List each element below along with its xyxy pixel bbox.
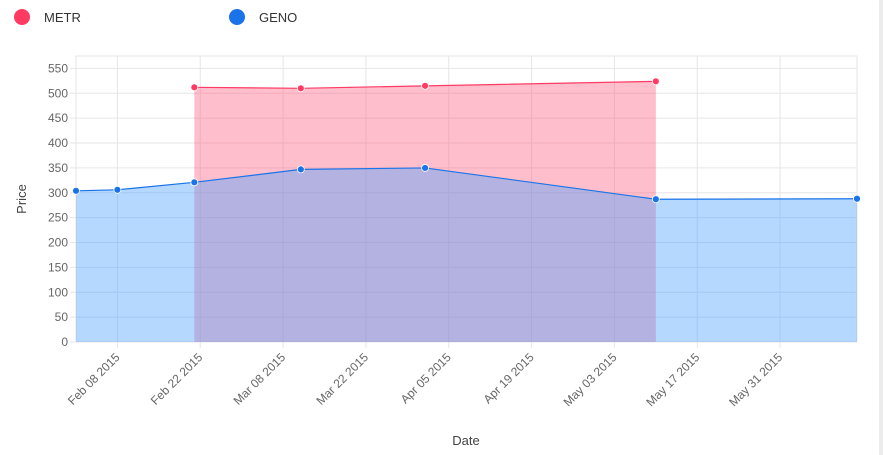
legend-item-metr: METR [14, 9, 81, 25]
y-tick-label: 400 [48, 136, 68, 150]
data-point-geno [651, 195, 660, 204]
data-point-geno [113, 185, 122, 194]
x-tick-label: Feb 22 2015 [148, 350, 206, 408]
legend: METR GENO [14, 9, 297, 25]
y-tick-label: 100 [48, 285, 68, 299]
series-area-geno [76, 167, 857, 342]
y-tick-label: 550 [48, 61, 68, 75]
x-tick-label: Feb 08 2015 [65, 350, 123, 408]
data-point-metr [651, 77, 660, 86]
x-tick-label: Mar 22 2015 [313, 350, 371, 408]
y-tick-label: 150 [48, 260, 68, 274]
y-tick-label: 450 [48, 111, 68, 125]
grid-lines [70, 55, 858, 348]
x-tick-label: May 31 2015 [726, 350, 785, 409]
x-tick-label: Apr 19 2015 [481, 350, 537, 406]
series-line-metr [194, 80, 656, 89]
series-areas [76, 81, 857, 343]
y-tick-label: 0 [61, 335, 68, 349]
data-point-geno [421, 164, 429, 172]
data-point-metr [421, 81, 429, 90]
x-tick-label: Apr 05 2015 [398, 350, 454, 406]
legend-label-metr: METR [44, 10, 81, 25]
y-axis-title: Price [14, 184, 29, 214]
data-point-geno [190, 178, 199, 187]
x-axis-title: Date [452, 433, 479, 448]
legend-marker-geno [229, 9, 245, 25]
y-tick-label: 250 [48, 211, 68, 225]
y-tick-label: 50 [55, 310, 69, 324]
y-axis: 0 50 100 150 200 250 300 350 400 450 500 550 [48, 61, 68, 349]
data-point-metr [190, 83, 199, 92]
x-tick-label: May 03 2015 [561, 350, 620, 409]
x-tick-label: Mar 08 2015 [231, 350, 289, 408]
y-tick-label: 350 [48, 161, 68, 175]
data-point-geno [72, 186, 80, 195]
data-point-metr [296, 84, 305, 93]
series-area-metr [194, 81, 656, 343]
y-tick-label: 200 [48, 236, 68, 250]
data-point-geno [853, 194, 861, 203]
scrollbar-edge [879, 0, 883, 455]
y-tick-label: 300 [48, 186, 68, 200]
legend-marker-metr [14, 9, 30, 25]
x-axis: Feb 08 2015 Feb 22 2015 Mar 08 2015 Mar 22 … [65, 350, 785, 409]
series-points [72, 77, 861, 204]
data-point-geno [296, 165, 305, 174]
x-tick-label: May 17 2015 [643, 350, 702, 409]
legend-label-geno: GENO [259, 10, 297, 25]
legend-item-geno: GENO [229, 9, 297, 25]
y-tick-label: 500 [48, 86, 68, 100]
